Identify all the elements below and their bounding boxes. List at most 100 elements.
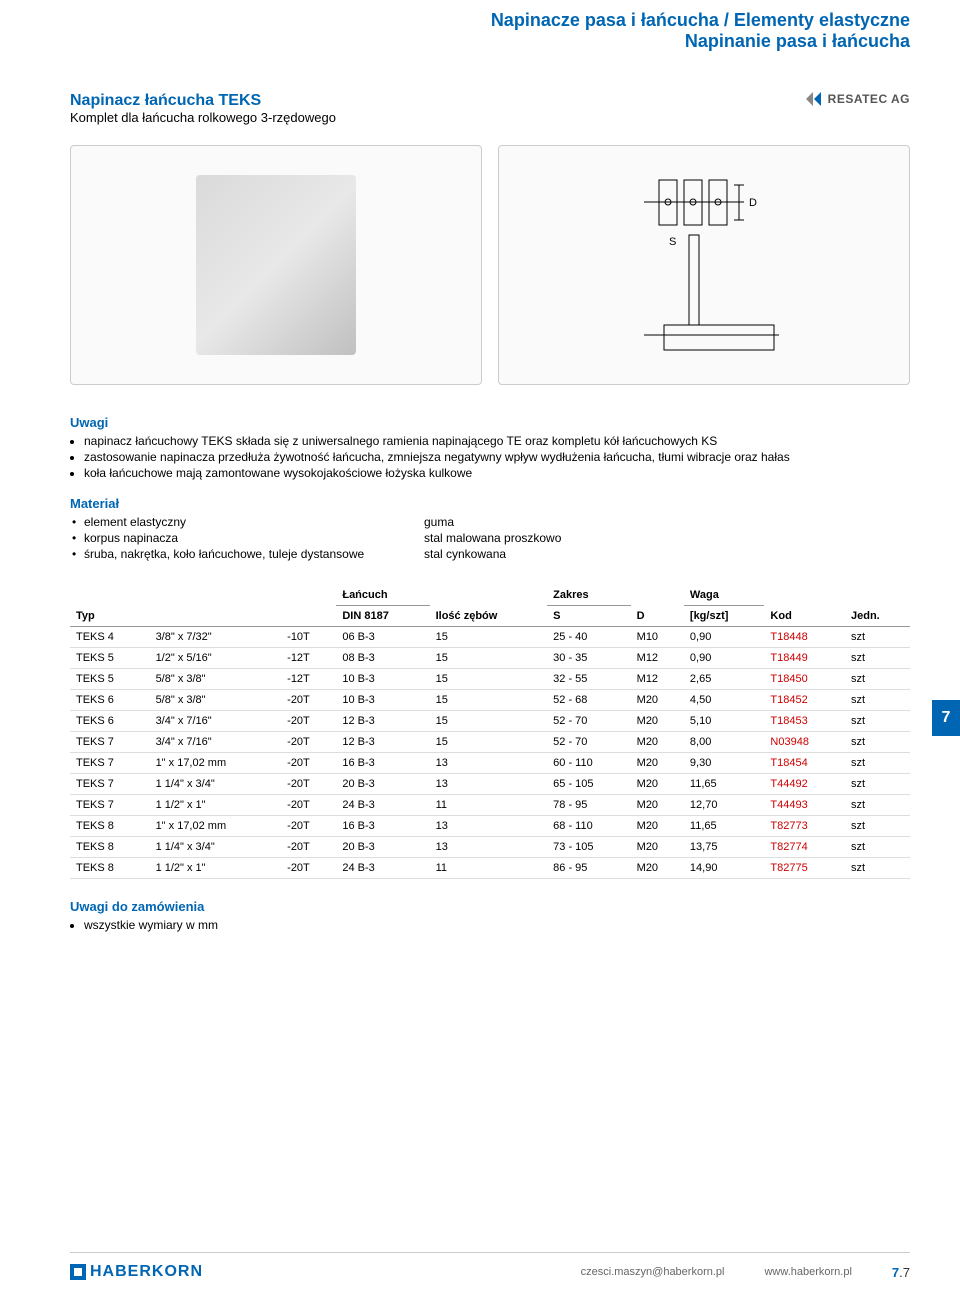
cell-din: 12 B-3	[336, 732, 429, 753]
th-zakres-top: Zakres	[547, 585, 631, 606]
cell-dim: 1" x 17,02 mm	[150, 753, 282, 774]
product-subtitle: Komplet dla łańcucha rolkowego 3-rzędowe…	[70, 110, 336, 125]
cell-dim: 5/8" x 3/8"	[150, 690, 282, 711]
cell-waga: 0,90	[684, 648, 765, 669]
table-row: TEKS 65/8" x 3/8"-20T10 B-31552 - 68M204…	[70, 690, 910, 711]
cell-kod: T44492	[764, 774, 845, 795]
cell-t: -20T	[281, 858, 336, 879]
th-waga-top: Waga	[684, 585, 765, 606]
footer: HABERKORN czesci.maszyn@haberkorn.pl www…	[70, 1252, 910, 1281]
th-t-blank	[281, 585, 336, 627]
cell-d: M20	[631, 774, 684, 795]
cell-typ: TEKS 7	[70, 732, 150, 753]
cell-din: 16 B-3	[336, 753, 429, 774]
table-row: TEKS 81" x 17,02 mm-20T16 B-31368 - 110M…	[70, 816, 910, 837]
cell-s: 78 - 95	[547, 795, 631, 816]
cell-kod: T18452	[764, 690, 845, 711]
cell-d: M20	[631, 858, 684, 879]
uwagi-list: napinacz łańcuchowy TEKS składa się z un…	[70, 434, 910, 480]
page-header: Napinacze pasa i łańcucha / Elementy ela…	[70, 10, 910, 52]
cell-zeby: 11	[430, 795, 548, 816]
page-tab: 7	[932, 700, 960, 736]
uwagi-item: zastosowanie napinacza przedłuża żywotno…	[84, 450, 910, 464]
cell-t: -20T	[281, 816, 336, 837]
cell-zeby: 11	[430, 858, 548, 879]
cell-zeby: 15	[430, 732, 548, 753]
cell-s: 68 - 110	[547, 816, 631, 837]
table-row: TEKS 71 1/2" x 1"-20T24 B-31178 - 95M201…	[70, 795, 910, 816]
cell-kod: T44493	[764, 795, 845, 816]
cell-d: M12	[631, 648, 684, 669]
cell-t: -20T	[281, 795, 336, 816]
cell-d: M20	[631, 795, 684, 816]
order-note-item: wszystkie wymiary w mm	[84, 918, 910, 932]
cell-t: -20T	[281, 774, 336, 795]
cell-s: 73 - 105	[547, 837, 631, 858]
cell-dim: 3/4" x 7/16"	[150, 732, 282, 753]
cell-kod: T18450	[764, 669, 845, 690]
diagram-label-s: S	[669, 236, 676, 248]
table-row: TEKS 81 1/4" x 3/4"-20T20 B-31373 - 105M…	[70, 837, 910, 858]
table-row: TEKS 71" x 17,02 mm-20T16 B-31360 - 110M…	[70, 753, 910, 774]
cell-typ: TEKS 5	[70, 669, 150, 690]
cell-din: 12 B-3	[336, 711, 429, 732]
footer-logo-text: HABERKORN	[90, 1263, 203, 1281]
th-d: D	[631, 585, 684, 627]
cell-jedn: szt	[845, 711, 910, 732]
table-row: TEKS 63/4" x 7/16"-20T12 B-31552 - 70M20…	[70, 711, 910, 732]
cell-s: 65 - 105	[547, 774, 631, 795]
cell-t: -20T	[281, 690, 336, 711]
table-row: TEKS 81 1/2" x 1"-20T24 B-31186 - 95M201…	[70, 858, 910, 879]
cell-dim: 1 1/4" x 3/4"	[150, 837, 282, 858]
cell-din: 24 B-3	[336, 795, 429, 816]
table-row: TEKS 43/8" x 7/32"-10T06 B-31525 - 40M10…	[70, 627, 910, 648]
cell-dim: 1 1/4" x 3/4"	[150, 774, 282, 795]
cell-kod: N03948	[764, 732, 845, 753]
cell-dim: 1" x 17,02 mm	[150, 816, 282, 837]
footer-email: czesci.maszyn@haberkorn.pl	[581, 1266, 725, 1278]
cell-s: 32 - 55	[547, 669, 631, 690]
footer-page-minor: .7	[899, 1265, 910, 1280]
cell-s: 25 - 40	[547, 627, 631, 648]
material-value: stal cynkowana	[424, 547, 910, 561]
cell-zeby: 15	[430, 648, 548, 669]
material-grid: element elastycznygumakorpus napinaczast…	[70, 515, 910, 561]
image-row: S D	[70, 145, 910, 385]
header-line1: Napinacze pasa i łańcucha / Elementy ela…	[70, 10, 910, 31]
cell-d: M20	[631, 711, 684, 732]
brand-logo-text: RESATEC AG	[828, 92, 910, 106]
order-notes-list: wszystkie wymiary w mm	[70, 918, 910, 932]
cell-typ: TEKS 4	[70, 627, 150, 648]
cell-t: -12T	[281, 648, 336, 669]
th-ilosc: Ilość zębów	[430, 585, 548, 627]
footer-pagenum: 7.7	[892, 1265, 910, 1280]
cell-s: 60 - 110	[547, 753, 631, 774]
cell-d: M12	[631, 669, 684, 690]
cell-typ: TEKS 7	[70, 795, 150, 816]
th-zakres-s: S	[547, 606, 631, 627]
th-jedn: Jedn.	[845, 585, 910, 627]
cell-typ: TEKS 8	[70, 816, 150, 837]
material-value: guma	[424, 515, 910, 529]
material-label: element elastyczny	[84, 515, 424, 529]
uwagi-title: Uwagi	[70, 415, 910, 430]
cell-s: 52 - 70	[547, 711, 631, 732]
footer-logo: HABERKORN	[70, 1263, 203, 1281]
cell-zeby: 13	[430, 774, 548, 795]
cell-typ: TEKS 6	[70, 711, 150, 732]
cell-kod: T82773	[764, 816, 845, 837]
th-typ: Typ	[70, 585, 150, 627]
cell-waga: 4,50	[684, 690, 765, 711]
cell-jedn: szt	[845, 732, 910, 753]
cell-waga: 5,10	[684, 711, 765, 732]
cell-jedn: szt	[845, 753, 910, 774]
cell-waga: 13,75	[684, 837, 765, 858]
cell-din: 10 B-3	[336, 690, 429, 711]
cell-waga: 0,90	[684, 627, 765, 648]
cell-t: -20T	[281, 711, 336, 732]
cell-zeby: 13	[430, 753, 548, 774]
cell-waga: 11,65	[684, 774, 765, 795]
cell-d: M20	[631, 837, 684, 858]
product-diagram-box: S D	[498, 145, 910, 385]
cell-typ: TEKS 6	[70, 690, 150, 711]
